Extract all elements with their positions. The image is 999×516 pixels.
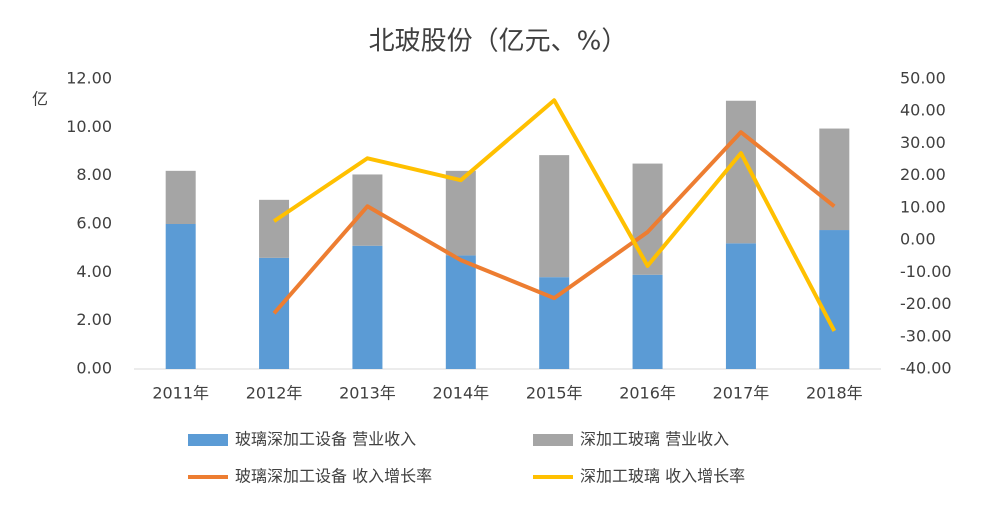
bar bbox=[352, 245, 383, 369]
y-tick-label: 12.00 bbox=[66, 69, 112, 88]
legend-label: 深加工玻璃 收入增长率 bbox=[580, 467, 745, 486]
bar bbox=[539, 155, 570, 278]
y-tick-label: 0.00 bbox=[76, 359, 112, 378]
bar bbox=[165, 170, 196, 224]
bar bbox=[445, 255, 476, 369]
bar bbox=[445, 170, 476, 256]
x-tick-label: 2012年 bbox=[246, 384, 303, 403]
bar bbox=[819, 128, 850, 231]
x-tick-label: 2014年 bbox=[432, 384, 489, 403]
y2-tick-label: 50.00 bbox=[900, 69, 946, 88]
legend-swatch bbox=[533, 434, 573, 446]
y-tick-label: 10.00 bbox=[66, 117, 112, 136]
y2-tick-label: 30.00 bbox=[900, 133, 946, 152]
bar bbox=[259, 257, 290, 369]
line bbox=[272, 130, 836, 315]
y2-tick-label: -30.00 bbox=[900, 326, 952, 345]
y2-tick-label: -10.00 bbox=[900, 262, 952, 281]
y-axis-label: 亿 bbox=[32, 90, 48, 109]
bar bbox=[819, 230, 850, 369]
bar bbox=[165, 224, 196, 369]
x-tick-label: 2016年 bbox=[619, 384, 676, 403]
y-tick-label: 6.00 bbox=[76, 214, 112, 233]
legend-swatch bbox=[188, 434, 228, 446]
bar bbox=[725, 243, 756, 369]
y2-tick-label: 10.00 bbox=[900, 197, 946, 216]
y-tick-label: 2.00 bbox=[76, 310, 112, 329]
x-tick-label: 2013年 bbox=[339, 384, 396, 403]
y-tick-label: 8.00 bbox=[76, 165, 112, 184]
bar bbox=[259, 199, 290, 258]
y2-tick-label: -20.00 bbox=[900, 294, 952, 313]
legend-label: 玻璃深加工设备 营业收入 bbox=[235, 430, 416, 449]
bar bbox=[632, 274, 663, 369]
x-tick-label: 2018年 bbox=[806, 384, 863, 403]
line bbox=[272, 98, 837, 332]
y2-tick-label: 40.00 bbox=[900, 101, 946, 120]
legend-label: 深加工玻璃 营业收入 bbox=[580, 430, 729, 449]
y2-tick-label: 0.00 bbox=[900, 230, 936, 249]
y2-tick-label: 20.00 bbox=[900, 165, 946, 184]
chart-title: 北玻股份（亿元、%） bbox=[369, 27, 628, 57]
y2-tick-label: -40.00 bbox=[900, 359, 952, 378]
y-tick-label: 4.00 bbox=[76, 262, 112, 281]
legend-label: 玻璃深加工设备 收入增长率 bbox=[235, 467, 432, 486]
x-tick-label: 2015年 bbox=[526, 384, 583, 403]
x-tick-label: 2011年 bbox=[152, 384, 209, 403]
x-tick-label: 2017年 bbox=[713, 384, 770, 403]
